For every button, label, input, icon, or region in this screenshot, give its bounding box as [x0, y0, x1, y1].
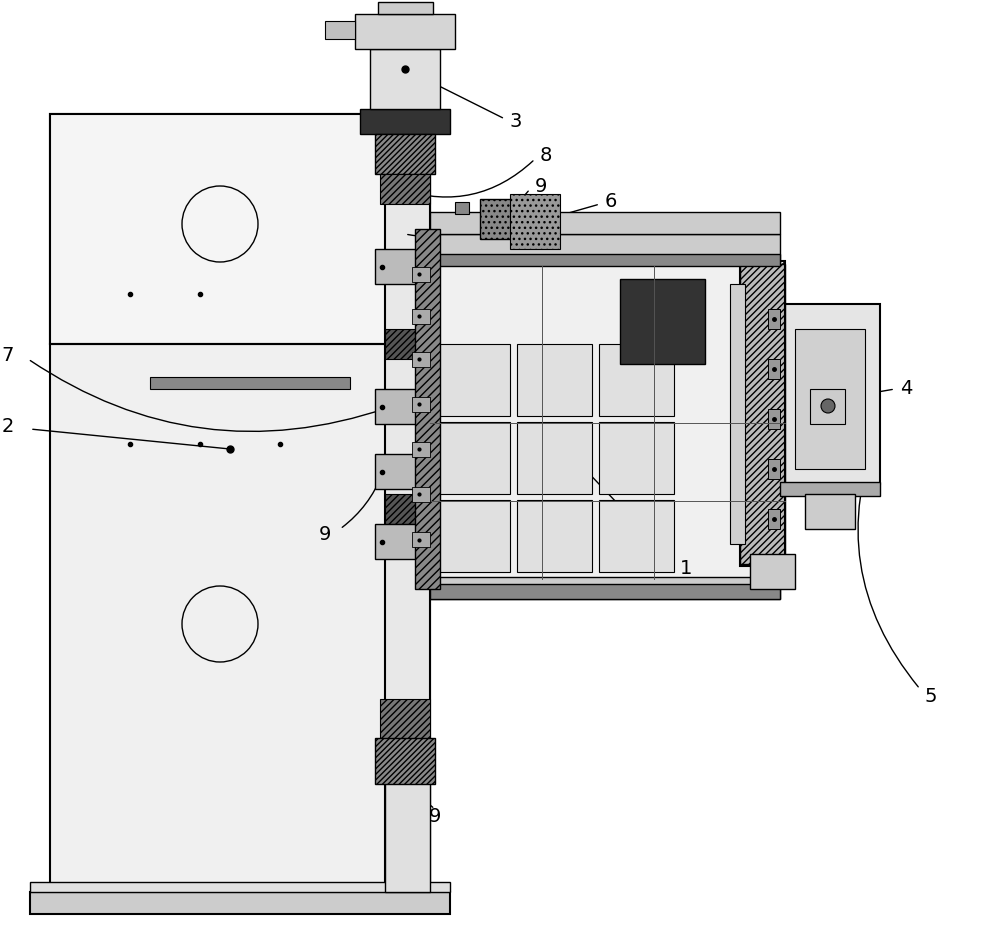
Text: 6: 6 — [605, 193, 617, 211]
Bar — [370, 49, 440, 109]
Bar — [430, 584, 780, 599]
Bar — [620, 279, 705, 364]
Bar — [412, 267, 430, 282]
Bar — [360, 109, 450, 134]
Bar — [768, 359, 780, 379]
Bar — [805, 494, 855, 529]
Bar — [50, 114, 430, 344]
Bar — [515, 202, 529, 214]
Bar — [412, 487, 430, 502]
Bar — [385, 494, 430, 524]
Text: 9: 9 — [535, 177, 547, 196]
Bar — [325, 21, 355, 39]
Text: 9: 9 — [319, 525, 331, 544]
Text: 1: 1 — [680, 560, 692, 579]
Bar — [430, 577, 780, 599]
Bar — [430, 234, 780, 264]
Bar — [375, 134, 435, 174]
Bar — [768, 459, 780, 479]
Bar — [455, 202, 469, 214]
Bar — [375, 249, 430, 284]
Circle shape — [821, 399, 835, 413]
Bar — [517, 344, 592, 416]
Bar — [517, 500, 592, 572]
Bar — [430, 212, 780, 234]
Bar — [385, 782, 430, 892]
Text: 5: 5 — [925, 686, 938, 705]
Bar — [430, 264, 780, 579]
Bar — [599, 422, 674, 494]
Bar — [380, 699, 430, 739]
Text: 2: 2 — [2, 416, 14, 435]
Bar — [30, 892, 450, 914]
Bar — [412, 532, 430, 547]
Bar — [768, 409, 780, 429]
Text: 9: 9 — [429, 806, 441, 825]
Bar — [375, 389, 430, 424]
Bar — [355, 14, 455, 49]
Bar — [415, 229, 440, 589]
Bar — [795, 329, 865, 469]
Bar — [385, 329, 430, 359]
Bar — [780, 482, 880, 496]
Bar — [430, 254, 780, 266]
Bar — [750, 554, 795, 589]
Text: 3: 3 — [510, 112, 522, 131]
Bar — [740, 264, 785, 564]
Bar — [50, 114, 430, 894]
Bar — [485, 202, 499, 214]
Bar — [412, 352, 430, 367]
Bar — [380, 174, 430, 204]
Text: 7: 7 — [1, 346, 13, 365]
Bar — [412, 309, 430, 324]
Bar — [435, 500, 510, 572]
Bar — [412, 397, 430, 412]
Bar — [810, 389, 845, 424]
Bar — [480, 199, 550, 239]
Bar — [375, 454, 430, 489]
Bar — [435, 422, 510, 494]
Bar — [780, 304, 880, 484]
Bar — [599, 344, 674, 416]
Bar — [30, 882, 450, 892]
Bar — [435, 344, 510, 416]
Text: 8: 8 — [540, 146, 552, 165]
Bar — [375, 524, 430, 559]
Bar — [768, 309, 780, 329]
Bar — [378, 2, 433, 14]
Bar — [385, 74, 430, 894]
Bar — [768, 509, 780, 529]
Bar — [740, 261, 785, 566]
Bar — [510, 194, 560, 249]
Bar — [599, 500, 674, 572]
Bar — [412, 442, 430, 457]
Bar — [375, 738, 435, 784]
Bar — [517, 422, 592, 494]
Bar — [392, 89, 418, 179]
Bar — [730, 284, 745, 544]
Bar — [150, 377, 350, 389]
Text: 4: 4 — [900, 379, 912, 398]
